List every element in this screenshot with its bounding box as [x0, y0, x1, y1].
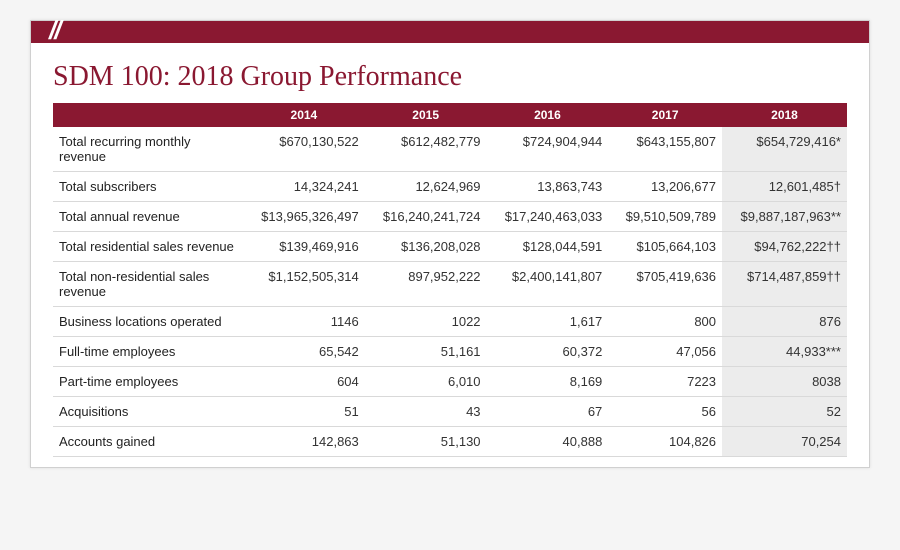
- cell-value: 14,324,241: [243, 172, 365, 202]
- cell-value: $1,152,505,314: [243, 262, 365, 307]
- cell-value: 13,206,677: [608, 172, 722, 202]
- cell-value: 13,863,743: [487, 172, 609, 202]
- table-row: Part-time employees6046,0108,16972238038: [53, 367, 847, 397]
- cell-value: 44,933***: [722, 337, 847, 367]
- cell-value: 1022: [365, 307, 487, 337]
- cell-value: 8,169: [487, 367, 609, 397]
- table-row: Acquisitions5143675652: [53, 397, 847, 427]
- cell-value: $2,400,141,807: [487, 262, 609, 307]
- report-card: // SDM 100: 2018 Group Performance 20142…: [30, 20, 870, 468]
- cell-value: 604: [243, 367, 365, 397]
- col-year: 2014: [243, 103, 365, 127]
- cell-value: $705,419,636: [608, 262, 722, 307]
- cell-value: $643,155,807: [608, 127, 722, 172]
- cell-value: $13,965,326,497: [243, 202, 365, 232]
- cell-value: 40,888: [487, 427, 609, 457]
- cell-value: 70,254: [722, 427, 847, 457]
- table-row: Accounts gained142,86351,13040,888104,82…: [53, 427, 847, 457]
- row-label: Acquisitions: [53, 397, 243, 427]
- cell-value: 8038: [722, 367, 847, 397]
- row-label: Total recurring monthly revenue: [53, 127, 243, 172]
- col-year: 2016: [487, 103, 609, 127]
- cell-value: 12,601,485†: [722, 172, 847, 202]
- cell-value: 51: [243, 397, 365, 427]
- slashes-icon: //: [49, 15, 59, 46]
- cell-value: 12,624,969: [365, 172, 487, 202]
- cell-value: $94,762,222††: [722, 232, 847, 262]
- cell-value: 800: [608, 307, 722, 337]
- row-label: Total annual revenue: [53, 202, 243, 232]
- table-header: 20142015201620172018: [53, 103, 847, 127]
- row-label: Business locations operated: [53, 307, 243, 337]
- table-row: Total annual revenue$13,965,326,497$16,2…: [53, 202, 847, 232]
- cell-value: 1146: [243, 307, 365, 337]
- col-year: 2017: [608, 103, 722, 127]
- table-row: Total subscribers14,324,24112,624,96913,…: [53, 172, 847, 202]
- cell-value: 56: [608, 397, 722, 427]
- cell-value: $670,130,522: [243, 127, 365, 172]
- cell-value: 47,056: [608, 337, 722, 367]
- table-row: Business locations operated114610221,617…: [53, 307, 847, 337]
- cell-value: 142,863: [243, 427, 365, 457]
- cell-value: 52: [722, 397, 847, 427]
- performance-table: 20142015201620172018 Total recurring mon…: [53, 103, 847, 457]
- row-label: Part-time employees: [53, 367, 243, 397]
- row-label: Full-time employees: [53, 337, 243, 367]
- row-label: Total subscribers: [53, 172, 243, 202]
- content-area: SDM 100: 2018 Group Performance 20142015…: [31, 43, 869, 467]
- cell-value: $654,729,416*: [722, 127, 847, 172]
- cell-value: $139,469,916: [243, 232, 365, 262]
- cell-value: $9,510,509,789: [608, 202, 722, 232]
- table-row: Total recurring monthly revenue$670,130,…: [53, 127, 847, 172]
- cell-value: $17,240,463,033: [487, 202, 609, 232]
- table-row: Full-time employees65,54251,16160,37247,…: [53, 337, 847, 367]
- row-label: Accounts gained: [53, 427, 243, 457]
- row-label: Total residential sales revenue: [53, 232, 243, 262]
- cell-value: $714,487,859††: [722, 262, 847, 307]
- cell-value: 104,826: [608, 427, 722, 457]
- cell-value: 51,130: [365, 427, 487, 457]
- cell-value: $16,240,241,724: [365, 202, 487, 232]
- cell-value: 1,617: [487, 307, 609, 337]
- table-row: Total non-residential sales revenue$1,15…: [53, 262, 847, 307]
- cell-value: 65,542: [243, 337, 365, 367]
- cell-value: 6,010: [365, 367, 487, 397]
- cell-value: $9,887,187,963**: [722, 202, 847, 232]
- cell-value: 897,952,222: [365, 262, 487, 307]
- col-year: 2018: [722, 103, 847, 127]
- cell-value: $612,482,779: [365, 127, 487, 172]
- cell-value: 51,161: [365, 337, 487, 367]
- cell-value: 43: [365, 397, 487, 427]
- cell-value: $128,044,591: [487, 232, 609, 262]
- page-title: SDM 100: 2018 Group Performance: [53, 61, 847, 93]
- cell-value: $105,664,103: [608, 232, 722, 262]
- cell-value: 60,372: [487, 337, 609, 367]
- col-label: [53, 103, 243, 127]
- cell-value: $136,208,028: [365, 232, 487, 262]
- cell-value: 7223: [608, 367, 722, 397]
- col-year: 2015: [365, 103, 487, 127]
- table-row: Total residential sales revenue$139,469,…: [53, 232, 847, 262]
- table-body: Total recurring monthly revenue$670,130,…: [53, 127, 847, 457]
- top-bar: //: [31, 21, 869, 43]
- cell-value: 876: [722, 307, 847, 337]
- cell-value: $724,904,944: [487, 127, 609, 172]
- cell-value: 67: [487, 397, 609, 427]
- row-label: Total non-residential sales revenue: [53, 262, 243, 307]
